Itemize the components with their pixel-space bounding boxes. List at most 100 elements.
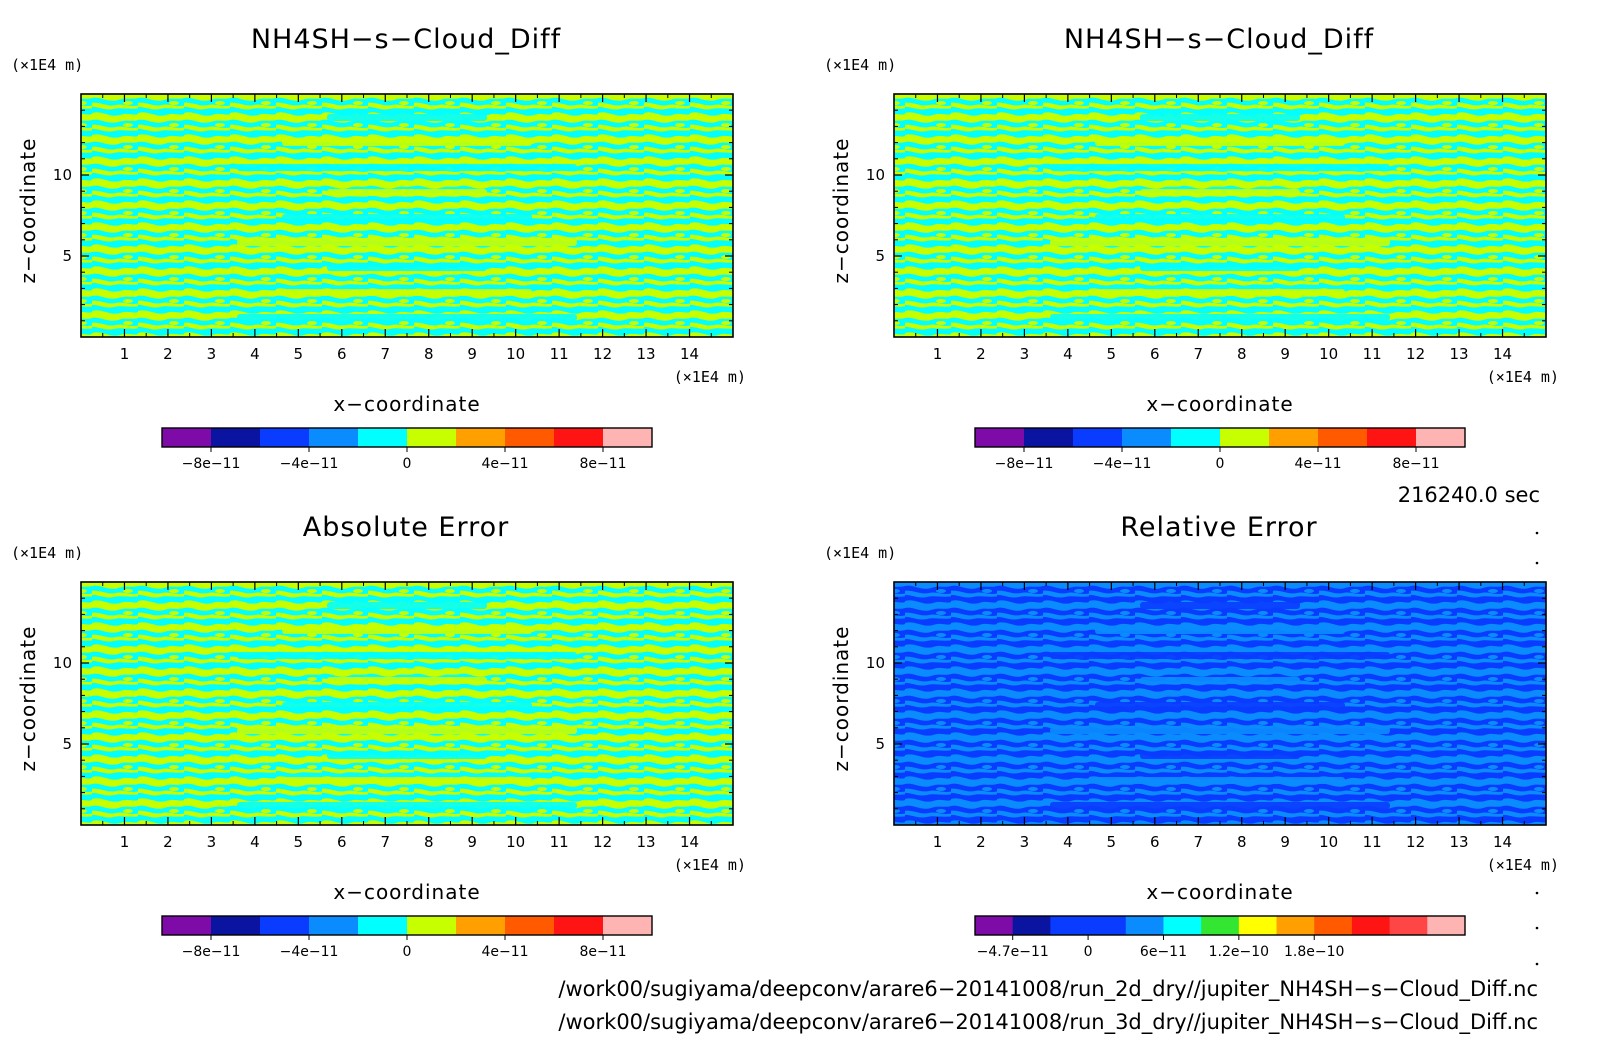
colorbar-label: 8e−11 bbox=[1392, 456, 1439, 472]
colorbar-segment bbox=[211, 916, 261, 935]
heatmap-overlay bbox=[1050, 602, 1390, 809]
x-tick-label: 3 bbox=[1020, 345, 1030, 363]
colorbar-segment bbox=[1220, 428, 1270, 447]
x-tick-label: 8 bbox=[1237, 833, 1247, 851]
colorbar-segment bbox=[554, 916, 604, 935]
colorbar-label: 1.2e−10 bbox=[1209, 944, 1269, 960]
x-tick-label: 12 bbox=[593, 345, 612, 363]
y-unit-label: (×1E4 m) bbox=[824, 56, 896, 74]
y-unit-label: (×1E4 m) bbox=[11, 56, 83, 74]
x-tick-label: 8 bbox=[1237, 345, 1247, 363]
colorbar-segment bbox=[603, 916, 653, 935]
x-tick-label: 3 bbox=[207, 833, 217, 851]
x-tick-label: 3 bbox=[207, 345, 217, 363]
file-path-1: /work00/sugiyama/deepconv/arare6−2014100… bbox=[558, 977, 1538, 1002]
colorbar-label: 1.8e−10 bbox=[1284, 944, 1344, 960]
time-label: 216240.0 sec bbox=[1398, 483, 1540, 507]
x-tick-label: 2 bbox=[976, 345, 986, 363]
x-tick-label: 14 bbox=[680, 345, 699, 363]
colorbar-label: −8e−11 bbox=[182, 944, 241, 960]
colorbar-segment bbox=[1012, 916, 1051, 935]
colorbar-segment bbox=[1314, 916, 1353, 935]
x-tick-label: 8 bbox=[424, 833, 434, 851]
colorbar-segment bbox=[1073, 428, 1123, 447]
colorbar-label: 8e−11 bbox=[579, 944, 626, 960]
colorbar-segment bbox=[1269, 428, 1319, 447]
colorbar-segment bbox=[603, 428, 653, 447]
x-unit-label: (×1E4 m) bbox=[1487, 368, 1559, 386]
x-tick-label: 7 bbox=[380, 833, 390, 851]
x-tick-label: 14 bbox=[1493, 345, 1512, 363]
colorbar: −8e−11 −4e−11 0 4e−11 8e−11 bbox=[161, 427, 653, 472]
x-unit-label: (×1E4 m) bbox=[1487, 856, 1559, 874]
colorbar: −8e−11 −4e−11 0 4e−11 8e−11 bbox=[974, 427, 1466, 472]
x-tick-label: 4 bbox=[250, 345, 260, 363]
panel-title: Absolute Error bbox=[303, 512, 509, 543]
x-tick-label: 4 bbox=[1063, 345, 1073, 363]
x-tick-label: 6 bbox=[1150, 345, 1160, 363]
x-axis-label: x−coordinate bbox=[1146, 392, 1293, 416]
x-tick-label: 5 bbox=[1107, 833, 1117, 851]
y-axis-label: z−coordinate bbox=[829, 626, 853, 772]
colorbar-segment bbox=[162, 428, 212, 447]
x-tick-label: 12 bbox=[1406, 345, 1425, 363]
x-tick-label: 10 bbox=[506, 345, 525, 363]
x-tick-label: 5 bbox=[294, 833, 304, 851]
colorbar-segment bbox=[975, 428, 1025, 447]
panel-title: Relative Error bbox=[1120, 512, 1317, 543]
colorbar-segment bbox=[1238, 916, 1278, 935]
x-tick-label: 14 bbox=[680, 833, 699, 851]
colorbar-label: 0 bbox=[403, 944, 412, 960]
colorbar-label: 4e−11 bbox=[481, 456, 528, 472]
panel-3: Absolute Error(×1E4 m)1 2 3 4 5 6 7 8 9 10 11 12 13 1… bbox=[11, 512, 746, 960]
colorbar-segment bbox=[975, 916, 1014, 935]
x-tick-label: 11 bbox=[550, 345, 569, 363]
colorbar-segment bbox=[1389, 916, 1428, 935]
colorbar-segment bbox=[1351, 916, 1391, 935]
y-tick-label: 5 bbox=[875, 247, 885, 265]
panel-1: NH4SH−s−Cloud_Diff(×1E4 m)1 2 3 4 5 6 7 8 9 10 11 1… bbox=[11, 24, 746, 472]
x-axis-label: x−coordinate bbox=[333, 880, 480, 904]
colorbar-label: 4e−11 bbox=[1294, 456, 1341, 472]
colorbar-segment bbox=[505, 428, 555, 447]
x-tick-label: 1 bbox=[120, 345, 130, 363]
panel-title: NH4SH−s−Cloud_Diff bbox=[251, 24, 562, 55]
x-tick-label: 6 bbox=[337, 345, 347, 363]
colorbar-segment bbox=[309, 428, 359, 447]
x-tick-label: 11 bbox=[1363, 345, 1382, 363]
x-tick-label: 12 bbox=[593, 833, 612, 851]
x-axis-label: x−coordinate bbox=[333, 392, 480, 416]
colorbar-segment bbox=[1024, 428, 1074, 447]
x-tick-label: 7 bbox=[1193, 345, 1203, 363]
y-axis-label: z−coordinate bbox=[16, 138, 40, 284]
colorbar-segment bbox=[505, 916, 555, 935]
colorbar-label: 0 bbox=[403, 456, 412, 472]
colorbar-label: −8e−11 bbox=[182, 456, 241, 472]
colorbar-label: 8e−11 bbox=[579, 456, 626, 472]
x-tick-label: 10 bbox=[1319, 833, 1338, 851]
colorbar-segment bbox=[260, 916, 310, 935]
colorbar-label: −4e−11 bbox=[280, 944, 339, 960]
x-tick-label: 13 bbox=[637, 345, 656, 363]
colorbar-segment bbox=[407, 428, 457, 447]
x-tick-label: 5 bbox=[294, 345, 304, 363]
colorbar-segment bbox=[309, 916, 359, 935]
y-unit-label: (×1E4 m) bbox=[11, 544, 83, 562]
colorbar-segment bbox=[1163, 916, 1202, 935]
panel-2: NH4SH−s−Cloud_Diff(×1E4 m)1 2 3 4 5 6 7 8 9 10 11 1… bbox=[824, 24, 1559, 472]
x-tick-label: 11 bbox=[1363, 833, 1382, 851]
x-tick-label: 10 bbox=[506, 833, 525, 851]
panel-4: Relative Error(×1E4 m)1 2 3 4 5 6 7 8 9 10 11 12 13 1… bbox=[824, 512, 1559, 960]
x-axis-label: x−coordinate bbox=[1146, 880, 1293, 904]
colorbar-segment bbox=[1276, 916, 1315, 935]
colorbar-segment bbox=[456, 916, 506, 935]
colorbar-segment bbox=[162, 916, 212, 935]
x-tick-label: 14 bbox=[1493, 833, 1512, 851]
colorbar-label: −4e−11 bbox=[1093, 456, 1152, 472]
colorbar: −8e−11 −4e−11 0 4e−11 8e−11 bbox=[161, 915, 653, 960]
y-axis-label: z−coordinate bbox=[16, 626, 40, 772]
colorbar-label: 4e−11 bbox=[481, 944, 528, 960]
x-tick-label: 2 bbox=[976, 833, 986, 851]
colorbar-segment bbox=[211, 428, 261, 447]
x-tick-label: 1 bbox=[933, 833, 943, 851]
